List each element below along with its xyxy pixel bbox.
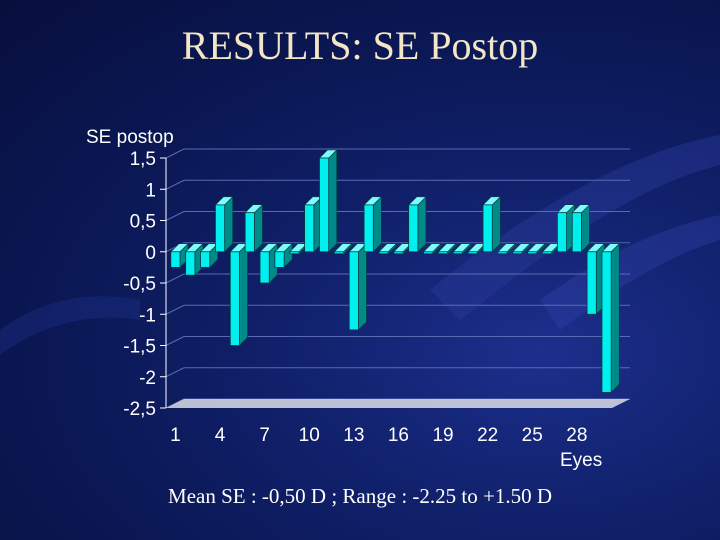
bar-side: [224, 196, 233, 253]
x-tick-label: 25: [522, 425, 543, 446]
bar: [185, 251, 196, 276]
bar: [497, 251, 508, 255]
x-tick-label: 19: [432, 425, 453, 446]
gridline-side: [165, 367, 185, 378]
y-tick-label: 0: [145, 243, 156, 264]
bar: [319, 157, 330, 253]
gridline-side: [165, 336, 185, 346]
bar-side: [239, 243, 248, 347]
y-tick-label: 1: [145, 180, 156, 201]
bar: [438, 251, 449, 255]
y-axis-label: SE postop: [86, 127, 174, 148]
y-tick-label: -2,5: [123, 399, 156, 420]
x-axis-label: Eyes: [560, 450, 603, 471]
bar: [274, 251, 285, 268]
bar: [408, 204, 419, 253]
bar-side: [610, 243, 620, 394]
gridline-side: [165, 273, 185, 284]
bar: [200, 251, 211, 268]
y-tick-label: -1,5: [123, 337, 156, 358]
y-tick-label: -2: [139, 368, 156, 389]
bar: [259, 251, 270, 284]
gridline-side: [165, 304, 185, 315]
x-tick-label: 4: [215, 425, 226, 446]
x-tick-label: 13: [343, 425, 364, 446]
bar-side: [417, 196, 427, 253]
bar: [170, 251, 181, 268]
bar: [571, 212, 582, 253]
x-tick-label: 7: [259, 425, 270, 446]
bar: [363, 204, 374, 253]
bar: [333, 251, 344, 255]
bar: [304, 204, 315, 253]
bar: [215, 204, 226, 253]
bar: [378, 251, 389, 255]
bar: [556, 212, 567, 253]
bar: [289, 251, 300, 255]
gridline-side: [165, 148, 185, 159]
bar: [229, 251, 240, 346]
bar: [244, 212, 255, 253]
bar-side: [328, 149, 338, 253]
bar: [467, 251, 478, 255]
summary-caption: Mean SE : -0,50 D ; Range : -2.25 to +1.…: [168, 484, 552, 508]
bar: [512, 251, 523, 255]
y-tick-label: 1,5: [130, 149, 156, 170]
bar: [542, 251, 553, 255]
chart-floor: [166, 399, 630, 408]
bar: [482, 204, 493, 253]
y-tick-label: -1: [139, 305, 156, 326]
x-tick-label: 10: [299, 425, 320, 446]
bar: [527, 251, 538, 255]
bar: [393, 251, 404, 255]
x-tick-label: 28: [566, 425, 587, 446]
slide-title: RESULTS: SE Postop: [181, 23, 539, 68]
x-tick-label: 1: [170, 425, 181, 446]
gridline-side: [165, 211, 185, 221]
x-tick-label: 16: [388, 425, 409, 446]
bar-side: [373, 196, 382, 253]
bar: [601, 251, 612, 393]
y-tick-label: 0,5: [130, 212, 156, 233]
bar: [348, 251, 359, 331]
bar: [423, 251, 434, 255]
bar: [586, 251, 597, 315]
x-tick-label: 22: [477, 425, 498, 446]
bar-side: [358, 243, 367, 331]
bar: [452, 251, 463, 255]
gridline-side: [165, 179, 185, 190]
bar-side: [491, 196, 501, 253]
y-tick-label: -0,5: [123, 274, 156, 295]
